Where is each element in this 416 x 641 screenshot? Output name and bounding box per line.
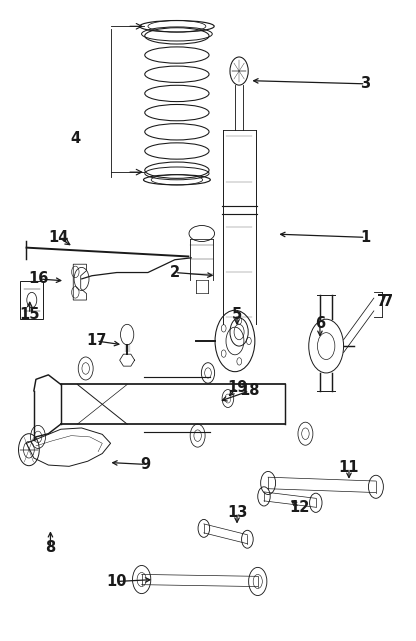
Text: 3: 3 [361, 76, 371, 92]
Text: 7: 7 [383, 294, 394, 309]
Text: 14: 14 [49, 230, 69, 245]
Text: 19: 19 [227, 380, 247, 395]
Text: 12: 12 [289, 500, 310, 515]
Text: 7: 7 [377, 294, 387, 309]
Text: 17: 17 [86, 333, 106, 349]
Text: 11: 11 [339, 460, 359, 475]
Text: 16: 16 [28, 271, 48, 287]
Text: 9: 9 [141, 457, 151, 472]
Text: 4: 4 [70, 131, 80, 146]
Text: 2: 2 [170, 265, 180, 280]
Text: 6: 6 [315, 316, 325, 331]
Text: 8: 8 [45, 540, 56, 555]
Text: 13: 13 [227, 505, 247, 520]
Text: 10: 10 [106, 574, 127, 589]
Text: 15: 15 [20, 306, 40, 322]
Text: 5: 5 [232, 306, 242, 322]
Text: 1: 1 [360, 230, 371, 245]
Text: 18: 18 [239, 383, 260, 398]
